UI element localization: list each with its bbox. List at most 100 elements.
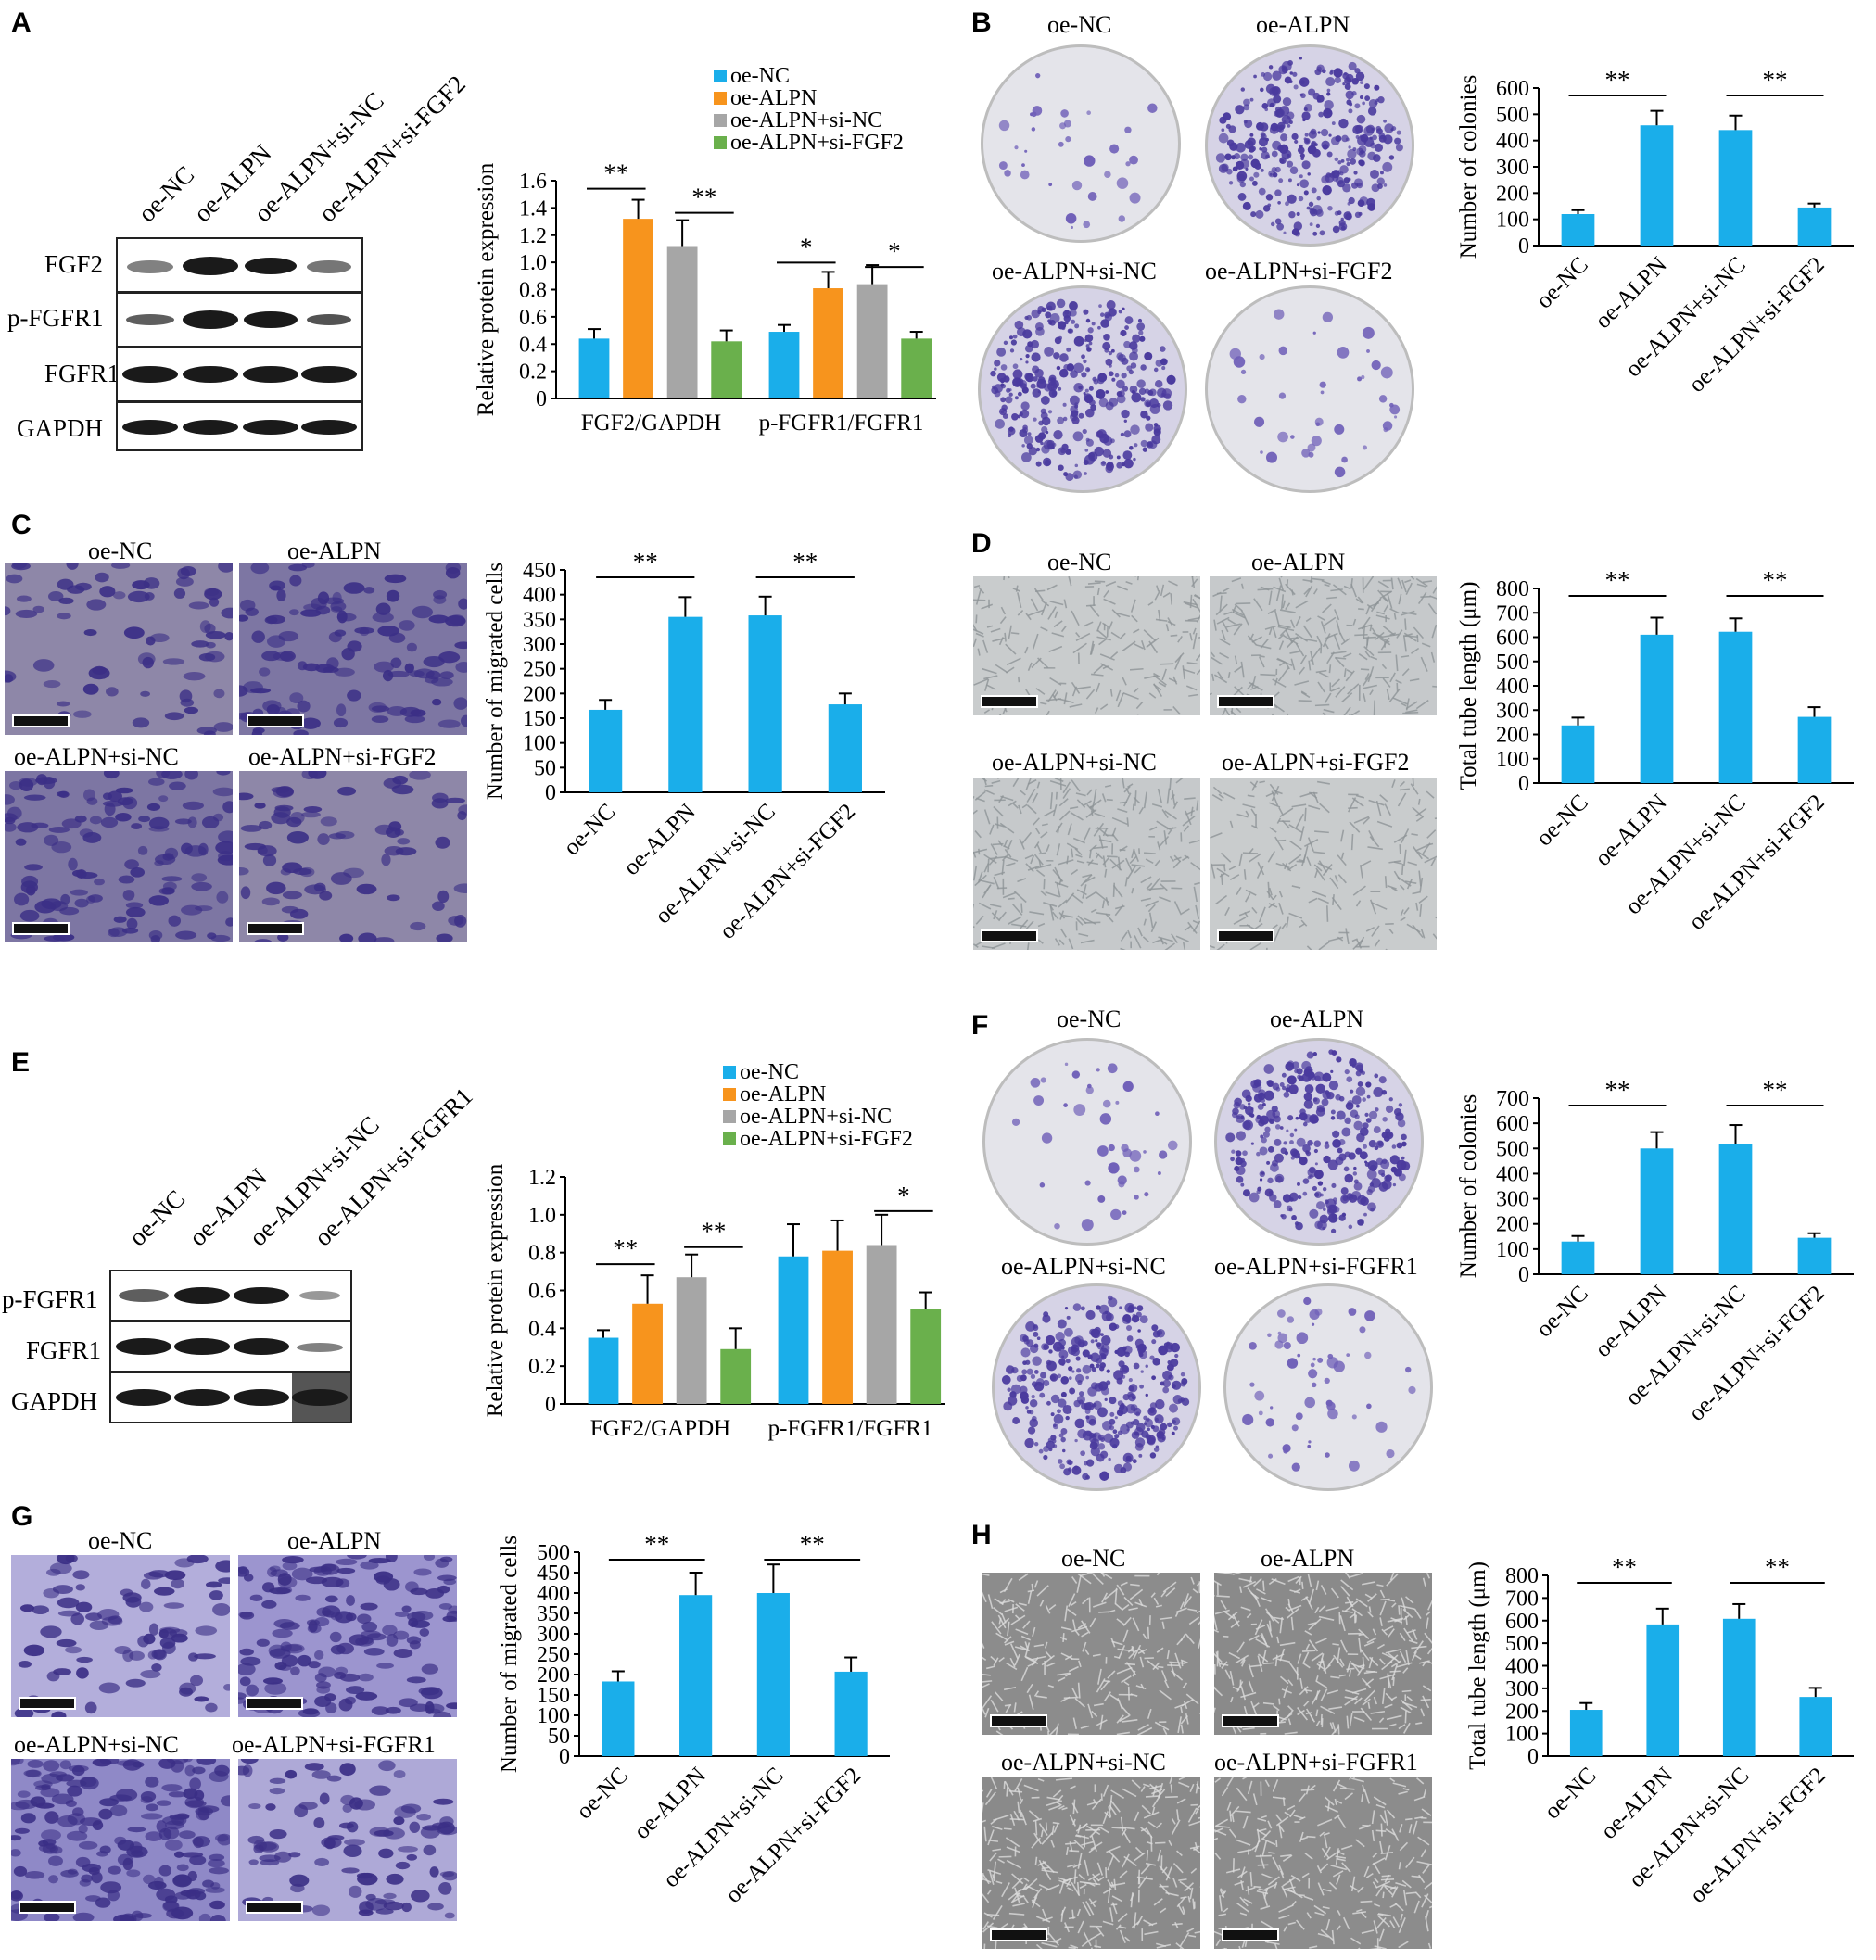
scale-bar [1222,1928,1279,1941]
legend-label: oe-ALPN+si-FGF2 [730,131,904,155]
y-tick-label: 0.4 [528,1317,556,1341]
significance-label: * [888,237,901,265]
y-tick-label: 300 [523,633,556,657]
colony-dish [1223,1283,1433,1491]
image-label: oe-NC [88,537,153,564]
y-tick-label: 0.2 [528,1355,556,1379]
y-tick-label: 500 [537,1541,570,1565]
image-label: oe-NC [1047,11,1112,38]
legend-label: oe-ALPN+si-NC [740,1105,892,1129]
micrograph [1210,778,1437,950]
micrograph [11,1759,230,1921]
micrograph [973,576,1200,715]
y-tick-label: 600 [1496,77,1529,101]
y-tick-label: 1.0 [528,1204,556,1228]
micrograph [239,563,467,735]
y-axis-label: Total tube length (μm) [1456,582,1481,790]
blot-strip [109,1372,352,1423]
scale-bar [246,1697,303,1710]
micrograph [239,771,467,942]
y-tick-label: 800 [1505,1564,1539,1588]
y-tick-label: 100 [537,1704,570,1728]
x-tick-label: oe-ALPN [1591,790,1672,871]
significance-label: ** [1605,66,1630,94]
significance-label: ** [1765,1553,1790,1581]
bar [1561,1241,1595,1274]
significance-label: ** [701,1218,726,1246]
colony-dish [1214,1038,1424,1246]
panel-letter-a: A [11,7,32,38]
y-tick-label: 200 [1505,1700,1539,1724]
x-tick-label: oe-ALPN+si-FGF2 [721,1763,867,1908]
panel-letter-d: D [971,528,992,559]
y-tick-label: 500 [1496,651,1529,675]
bar [1718,130,1753,246]
image-label: oe-ALPN+si-NC [1001,1253,1166,1280]
significance-label: ** [691,183,716,211]
bar [748,615,782,792]
y-tick-label: 0 [1527,1745,1539,1769]
x-tick-label: oe-NC [1532,790,1593,851]
y-tick-label: 150 [537,1684,570,1708]
lane-label: oe-NC [123,1184,191,1252]
significance-label: ** [792,548,818,575]
micrograph [238,1555,457,1717]
legend-swatch [714,92,727,105]
significance-label: * [897,1182,910,1209]
image-label: oe-ALPN+si-FGF2 [1205,258,1393,285]
y-tick-label: 700 [1505,1587,1539,1611]
image-label: oe-ALPN [1251,549,1346,575]
image-label: oe-ALPN [1270,1005,1364,1032]
y-tick-label: 0 [1518,234,1529,259]
y-tick-label: 1.2 [519,224,547,248]
y-tick-label: 300 [1496,1188,1529,1212]
colony-texture [1229,309,1401,478]
bar [1797,1237,1832,1274]
bar-chart-e: 0 0.2 0.4 0.6 0.8 1.0 1.2 Relative protein expr… [483,1060,945,1441]
legend-label: oe-ALPN [740,1082,826,1106]
image-label: oe-NC [1047,549,1112,575]
y-tick-label: 0 [1518,772,1529,796]
bar [834,1671,868,1756]
y-tick-label: 1.2 [528,1166,556,1190]
image-label: oe-ALPN+si-NC [14,1731,179,1758]
bar [588,1337,619,1404]
image-label: oe-ALPN+si-FGF2 [248,743,437,770]
panel-letter-b: B [971,7,992,38]
y-axis-label: Relative protein expression [474,162,499,416]
y-tick-label: 700 [1496,1087,1529,1111]
x-tick-label: oe-ALPN [1596,1763,1678,1844]
bar [778,1256,809,1404]
y-tick-label: 250 [537,1643,570,1667]
y-axis-label: Total tube length (μm) [1465,1562,1490,1770]
y-tick-label: 400 [523,584,556,608]
image-label: oe-NC [1061,1545,1126,1572]
y-tick-label: 1.4 [519,196,547,221]
colony-texture [990,298,1176,482]
x-tick-label: oe-ALPN+si-FGF2 [1684,1281,1830,1426]
significance-label: ** [1612,1553,1637,1581]
significance-label: ** [1605,1076,1630,1104]
micrograph [1214,1777,1432,1949]
x-group-label: FGF2/GAPDH [581,411,721,436]
y-tick-label: 100 [1496,748,1529,772]
legend-swatch [714,114,727,127]
significance-label: ** [603,159,628,187]
y-tick-label: 800 [1496,577,1529,601]
y-tick-label: 100 [1505,1723,1539,1747]
bar [602,1681,635,1756]
y-tick-label: 0 [559,1745,570,1769]
significance-label: ** [800,1530,825,1558]
scale-bar [981,929,1038,942]
significance-label: ** [1763,566,1788,594]
bar [1718,1144,1753,1274]
bar [676,1277,707,1404]
x-tick-label: oe-ALPN [619,799,701,880]
panel-letter-h: H [971,1520,992,1550]
micrograph [11,1555,230,1717]
x-tick-label: oe-ALPN [629,1763,711,1844]
scale-bar [990,1928,1047,1941]
x-group-label: p-FGFR1/FGFR1 [768,1416,933,1441]
x-tick-label: oe-NC [1532,1281,1593,1342]
